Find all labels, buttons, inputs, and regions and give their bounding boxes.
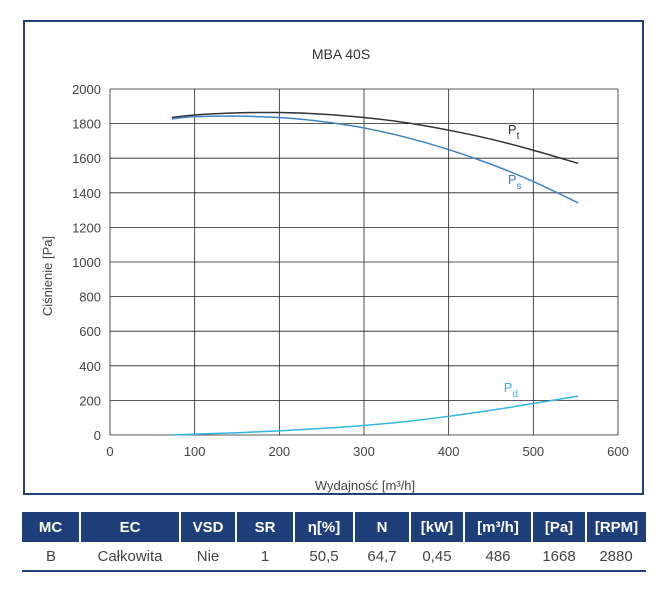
chart-grid — [109, 88, 619, 436]
value-n: 64,7 — [354, 542, 410, 572]
chart-frame: 0 100 200 300 400 500 600 0 200 400 600 800 1000 1200… — [23, 20, 644, 495]
value-flow: 486 — [464, 542, 532, 572]
series-line-ps — [171, 115, 579, 204]
pressure-flow-chart: 0 100 200 300 400 500 600 0 200 400 600 800 1000 1200… — [40, 46, 629, 493]
specs-value-row: B Całkowita Nie 1 50,5 64,7 0,45 486 166… — [22, 542, 646, 572]
series-label-pd: Pd — [504, 380, 518, 400]
chart-title: MBA 40S — [312, 46, 370, 62]
header-rpm: [RPM] — [586, 512, 646, 542]
y-tick-label: 1000 — [72, 255, 101, 270]
series-label-sub: s — [517, 181, 522, 192]
y-tick-label: 1600 — [72, 151, 101, 166]
header-power: [kW] — [410, 512, 465, 542]
chart-series — [171, 111, 579, 436]
x-tick-label: 300 — [353, 444, 375, 459]
y-tick-label: 1800 — [72, 117, 101, 132]
value-power: 0,45 — [410, 542, 464, 572]
value-efficiency: 50,5 — [294, 542, 354, 572]
series-label-main: P — [508, 122, 517, 137]
value-pressure: 1668 — [532, 542, 586, 572]
y-tick-label: 200 — [79, 393, 101, 408]
y-tick-label: 800 — [79, 290, 101, 305]
header-n: N — [354, 512, 411, 542]
series-label-pt: Pt — [508, 122, 520, 142]
x-axis-label: Wydajność [m³/h] — [315, 478, 415, 493]
value-mc: B — [22, 542, 80, 572]
series-label-main: P — [504, 380, 513, 395]
y-tick-label: 600 — [79, 324, 101, 339]
header-flow: [m³/h] — [464, 512, 533, 542]
chart-ticks: 0 100 200 300 400 500 600 0 200 400 600 800 1000 1200… — [72, 82, 629, 459]
x-tick-label: 100 — [184, 444, 206, 459]
series-label-main: P — [508, 172, 517, 187]
value-rpm: 2880 — [586, 542, 646, 572]
series-label-sub: t — [517, 131, 520, 142]
x-tick-label: 600 — [607, 444, 629, 459]
series-label-sub: d — [512, 389, 518, 400]
x-tick-label: 500 — [522, 444, 544, 459]
header-pressure: [Pa] — [532, 512, 587, 542]
y-tick-label: 2000 — [72, 82, 101, 97]
value-ec: Całkowita — [80, 542, 180, 572]
series-label-ps: Ps — [508, 172, 522, 192]
header-vsd: VSD — [180, 512, 237, 542]
header-ec: EC — [80, 512, 181, 542]
x-tick-label: 400 — [438, 444, 460, 459]
y-tick-label: 1200 — [72, 220, 101, 235]
y-tick-label: 0 — [94, 428, 101, 443]
header-mc: MC — [22, 512, 81, 542]
specs-table: MC EC VSD SR η[%] N [kW] [m³/h] [Pa] [RP… — [22, 512, 646, 572]
x-tick-label: 0 — [106, 444, 113, 459]
specs-header-row: MC EC VSD SR η[%] N [kW] [m³/h] [Pa] [RP… — [22, 512, 646, 542]
x-tick-label: 200 — [268, 444, 290, 459]
series-line-pd — [171, 395, 579, 436]
series-line-pt — [171, 111, 579, 165]
y-tick-label: 1400 — [72, 186, 101, 201]
value-sr: 1 — [236, 542, 294, 572]
y-axis-label: Ciśnienie [Pa] — [40, 236, 55, 316]
header-efficiency: η[%] — [294, 512, 355, 542]
header-sr: SR — [236, 512, 295, 542]
value-vsd: Nie — [180, 542, 236, 572]
y-tick-label: 400 — [79, 359, 101, 374]
